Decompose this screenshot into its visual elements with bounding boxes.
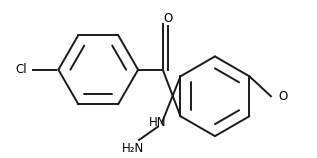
Text: HN: HN — [149, 116, 166, 129]
Text: O: O — [279, 90, 288, 103]
Text: Cl: Cl — [16, 63, 27, 76]
Text: O: O — [163, 12, 172, 25]
Text: H₂N: H₂N — [122, 142, 144, 155]
